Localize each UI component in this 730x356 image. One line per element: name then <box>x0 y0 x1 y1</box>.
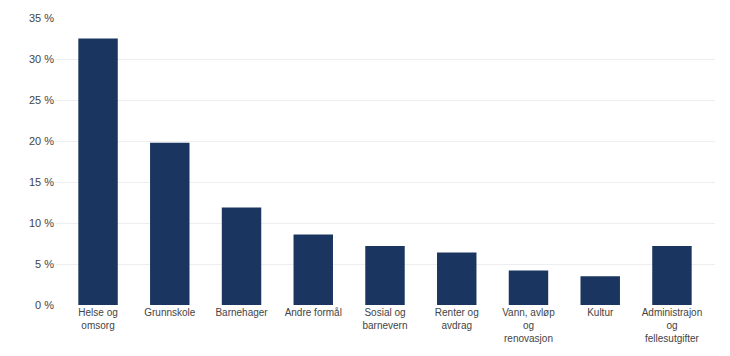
svg-text:30 %: 30 % <box>29 53 54 65</box>
svg-text:Grunnskole: Grunnskole <box>144 307 196 318</box>
svg-text:Helse ogomsorg: Helse ogomsorg <box>78 307 117 331</box>
svg-text:Andre formål: Andre formål <box>285 307 342 318</box>
svg-text:Renter ogavdrag: Renter ogavdrag <box>435 307 479 331</box>
svg-text:20 %: 20 % <box>29 135 54 147</box>
svg-text:0 %: 0 % <box>35 299 54 311</box>
svg-text:25 %: 25 % <box>29 94 54 106</box>
svg-text:Sosial ogbarnevern: Sosial ogbarnevern <box>362 307 407 331</box>
svg-text:Vann, avløpogrenovasjon: Vann, avløpogrenovasjon <box>502 307 555 344</box>
svg-text:Administrajonogfellesutgifter: Administrajonogfellesutgifter <box>642 307 703 344</box>
svg-text:35 %: 35 % <box>29 12 54 24</box>
svg-text:15 %: 15 % <box>29 176 54 188</box>
svg-text:5 %: 5 % <box>35 258 54 270</box>
svg-text:Barnehager: Barnehager <box>215 307 268 318</box>
svg-text:10 %: 10 % <box>29 217 54 229</box>
svg-text:Kultur: Kultur <box>587 307 614 318</box>
